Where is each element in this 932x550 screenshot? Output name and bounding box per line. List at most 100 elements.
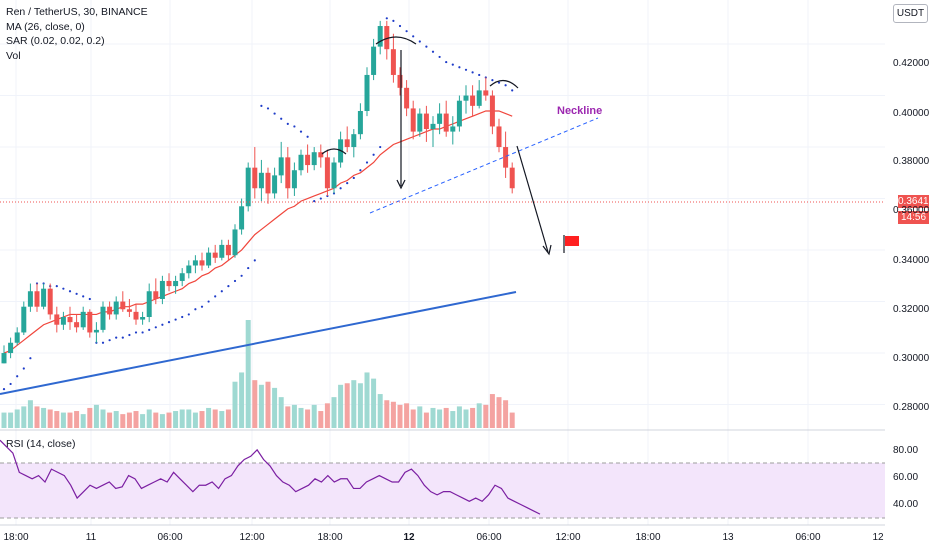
sar-dot — [134, 331, 138, 334]
volume-bar — [437, 409, 443, 428]
candle-body — [404, 87, 410, 109]
volume-bar — [34, 406, 40, 428]
sar-dot — [187, 313, 190, 316]
volume-bar — [351, 380, 357, 428]
volume-bar — [265, 381, 271, 428]
candle-body — [80, 311, 86, 328]
candle-body — [291, 170, 297, 189]
sar-dot — [379, 145, 382, 149]
volume-bar — [397, 404, 403, 428]
flag-icon[interactable] — [565, 236, 579, 246]
sar-dot — [266, 107, 270, 110]
candle-body — [305, 154, 311, 166]
candle-body — [113, 301, 119, 315]
candle-body — [456, 100, 462, 127]
sar-dot — [9, 382, 12, 386]
vol-indicator-label[interactable]: Vol — [6, 49, 21, 62]
time-tick: 11 — [85, 532, 97, 543]
rsi-band — [0, 463, 885, 518]
volume-bar — [212, 409, 218, 428]
neckline-line[interactable] — [369, 117, 599, 214]
candle-body — [8, 342, 14, 354]
candle-body — [311, 152, 317, 166]
neckline-label[interactable]: Neckline — [557, 105, 603, 117]
volume-bar — [463, 409, 469, 428]
candle-body — [192, 260, 198, 266]
candle-body — [252, 167, 258, 189]
sar-dot — [497, 81, 501, 84]
candle-body — [166, 280, 172, 287]
symbol-title[interactable]: Ren / TetherUS, 30, BINANCE — [6, 6, 148, 18]
volume-bar — [305, 409, 311, 428]
price-tick: 0.42000 — [893, 58, 930, 69]
sar-dot — [511, 89, 514, 92]
time-tick: 12:00 — [239, 532, 265, 543]
ma-indicator-label[interactable]: MA (26, close, 0) — [6, 20, 85, 33]
time-tick: 12 — [403, 532, 415, 543]
sar-dot — [115, 336, 118, 339]
candle-body — [27, 291, 33, 307]
currency-button[interactable]: USDT — [893, 4, 928, 23]
candle-body — [54, 314, 60, 325]
sar-dot — [200, 305, 204, 308]
candle-body — [364, 74, 370, 111]
candle-body — [423, 113, 429, 130]
sar-dot — [148, 328, 151, 331]
candle-body — [509, 167, 515, 189]
sar-indicator-label[interactable]: SAR (0.02, 0.02, 0.2) — [6, 35, 105, 47]
volume-bar — [377, 394, 383, 428]
sar-dot — [286, 122, 289, 125]
volume-bar — [239, 372, 245, 428]
volume-bar — [470, 407, 476, 428]
time-tick: 06:00 — [476, 532, 502, 543]
last-price-tag: 0.36417 — [898, 195, 932, 208]
volume-bar — [14, 409, 20, 428]
rsi-line — [0, 439, 541, 515]
volume-bar — [8, 412, 14, 428]
volume-bar — [192, 412, 198, 428]
candle-body — [410, 108, 416, 132]
sar-dot — [445, 60, 448, 64]
sar-dot — [359, 169, 362, 172]
time-tick: 18:00 — [3, 532, 29, 543]
candle-body — [245, 167, 251, 207]
sar-dot — [458, 66, 461, 69]
candle-body — [173, 280, 179, 287]
candle-body — [133, 311, 139, 320]
candle-body — [450, 126, 456, 132]
candle-body — [437, 113, 443, 124]
candle-body — [357, 111, 363, 135]
candle-body — [120, 301, 126, 310]
candle-body — [285, 157, 291, 189]
volume-bar — [450, 411, 456, 428]
candle-body — [344, 139, 350, 148]
left-shoulder-arc[interactable] — [321, 148, 347, 155]
candle-body — [47, 288, 53, 315]
right-shoulder-arc[interactable] — [489, 79, 519, 89]
rsi-indicator-label[interactable]: RSI (14, close) — [6, 438, 76, 450]
volume-bar — [278, 397, 284, 428]
sar-dot — [372, 153, 375, 156]
sar-dot — [181, 315, 184, 319]
target-arrow[interactable] — [516, 145, 549, 253]
candle-body — [67, 317, 73, 323]
rsi-tick: 60.00 — [893, 472, 919, 483]
support-trendline[interactable] — [0, 291, 517, 395]
sar-dot — [75, 292, 78, 295]
sar-dot — [352, 176, 355, 180]
volume-bar — [410, 409, 416, 428]
time-tick: 18:00 — [317, 532, 343, 543]
volume-bar — [146, 409, 152, 428]
volume-bar — [80, 414, 86, 428]
volume-bar — [140, 414, 146, 428]
sar-dot — [438, 55, 441, 59]
sar-dot — [253, 259, 256, 262]
sar-dot — [2, 388, 6, 391]
sar-dot — [273, 112, 276, 115]
head-arc[interactable] — [375, 36, 417, 45]
volume-bar — [225, 409, 231, 428]
sar-dot — [392, 19, 395, 22]
volume-bar — [100, 409, 106, 428]
volume-bar — [456, 406, 462, 428]
